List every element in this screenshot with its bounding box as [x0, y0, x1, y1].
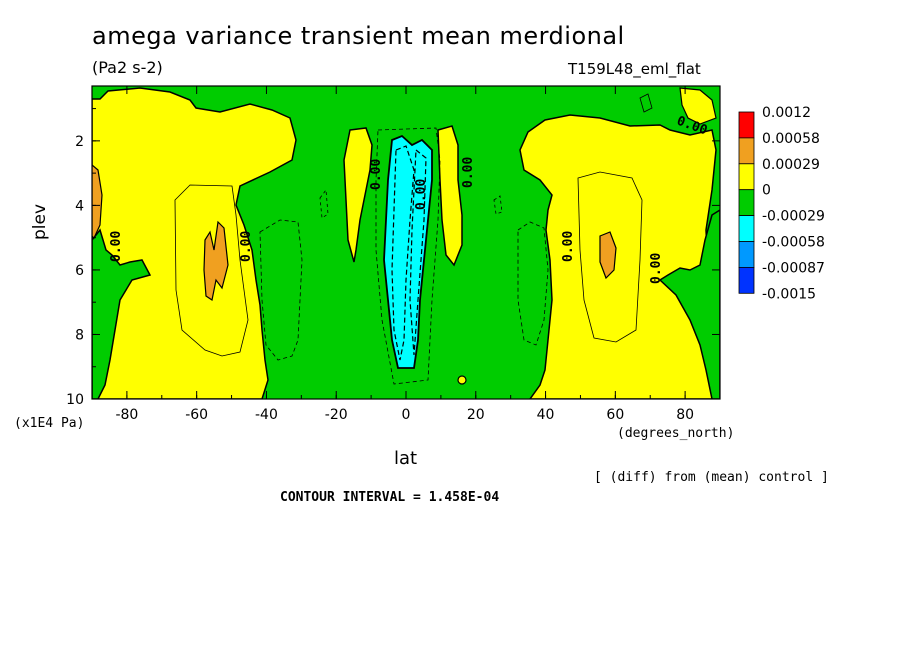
x-tick-label: 20 — [467, 407, 485, 423]
colorbar-swatch — [738, 137, 755, 165]
x-tick-label: -60 — [185, 407, 208, 423]
x-tick-label: 80 — [676, 407, 694, 423]
y-tick-label: 6 — [75, 263, 84, 279]
x-axis-units: (degrees_north) — [617, 426, 735, 441]
green-region-southwest — [92, 228, 152, 399]
colorbar-label: 0.0012 — [762, 105, 811, 121]
x-tick-label: 60 — [606, 407, 624, 423]
contour-small-top — [639, 93, 653, 113]
yellow-region-top-right — [679, 87, 717, 125]
contour-north-inner — [577, 171, 643, 343]
contour-cyan-inner — [391, 145, 415, 361]
plot-field: 0.00 0.00 0.00 0.00 0.00 0.00 0.00 0.00 — [92, 86, 720, 399]
colorbar-label: 0.00029 — [762, 157, 820, 173]
cyan-region-equator — [383, 134, 433, 369]
contour-label: 0.00 — [561, 231, 576, 262]
colorbar-label: -0.00058 — [762, 235, 825, 251]
colorbar-label: -0.00087 — [762, 260, 825, 276]
x-tick-label: -20 — [325, 407, 348, 423]
y-tick-label: 4 — [75, 198, 84, 214]
colorbar-label: 0.00058 — [762, 131, 820, 147]
y-tick-label: 8 — [75, 327, 84, 343]
yellow-region-tropical-north — [437, 125, 463, 267]
x-tick-label: -80 — [115, 407, 138, 423]
contour-label: 0.00 — [109, 231, 124, 262]
colorbar-label: -0.0015 — [762, 286, 816, 302]
diff-note: [ (diff) from (mean) control ] — [594, 470, 829, 485]
yellow-spot — [457, 375, 467, 385]
contour-cyan-inner-2 — [409, 148, 427, 356]
contour-label: 0.00 — [414, 179, 429, 210]
colorbar-swatch — [738, 215, 755, 242]
orange-patch-north — [599, 231, 617, 280]
contour-small-dashed — [319, 188, 329, 219]
colorbar-swatch — [738, 163, 755, 191]
contour-label: 0.00 — [369, 159, 384, 190]
colorbar-label: -0.00029 — [762, 209, 825, 225]
green-region-northeast — [658, 209, 720, 399]
x-axis-label: lat — [394, 448, 418, 469]
colorbar-swatch — [738, 111, 755, 139]
colorbar: 0.0012 0.00058 0.00029 0 -0.00029 -0.00058 -0.… — [738, 105, 825, 302]
x-axis-ticks: -80 -60 -40 -20 0 20 40 60 80 — [91, 86, 721, 423]
colorbar-swatch — [738, 241, 755, 268]
y-axis-units: (x1E4 Pa) — [14, 416, 85, 431]
y-axis-ticks: 2 4 6 8 10 — [66, 108, 720, 408]
chart-units: (Pa2 s-2) — [92, 58, 163, 77]
contour-label: 0.00 — [649, 253, 664, 284]
x-tick-label: 0 — [402, 407, 411, 423]
x-tick-label: -40 — [255, 407, 278, 423]
y-tick-label: 10 — [66, 392, 84, 408]
colorbar-label: 0 — [762, 183, 771, 199]
colorbar-swatch — [738, 189, 755, 216]
contour-green-north — [517, 221, 549, 346]
colorbar-swatch — [738, 266, 755, 294]
contour-label: 0.00 — [461, 157, 476, 188]
contour-south-inner — [174, 184, 249, 357]
contour-equator-outer — [375, 127, 441, 385]
contour-label: 0.00 — [239, 231, 254, 262]
experiment-label: T159L48_eml_flat — [568, 60, 701, 78]
orange-patch-south — [203, 220, 229, 301]
y-tick-label: 2 — [75, 134, 84, 150]
chart-title: amega variance transient mean merdional — [92, 22, 625, 50]
contour-green-south — [259, 219, 303, 361]
x-tick-label: 40 — [537, 407, 555, 423]
yellow-region-tropical-south — [343, 127, 373, 263]
yellow-region-north — [519, 114, 720, 399]
yellow-region-south — [92, 87, 297, 399]
contour-interval: CONTOUR INTERVAL = 1.458E-04 — [280, 490, 500, 505]
orange-patch-southwest — [92, 164, 103, 240]
